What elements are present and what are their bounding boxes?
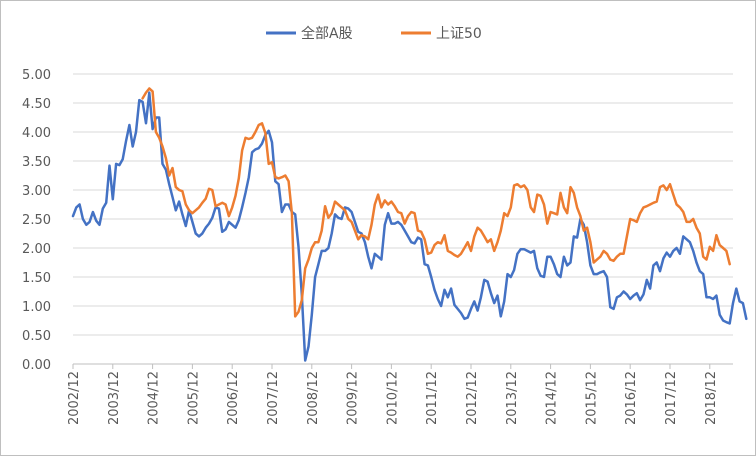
x-axis-tick-labels: 2002/12 2003/12 2004/12 2005/12 2006/12 2007/…: [67, 371, 719, 425]
x-tick-label: 2006/12: [226, 371, 241, 425]
y-tick-label: 1.00: [22, 300, 51, 315]
series-lines: [71, 87, 748, 362]
x-tick-label: 2008/12: [306, 371, 321, 425]
y-tick-label: 2.00: [22, 242, 51, 257]
y-tick-label: 3.00: [22, 184, 51, 199]
x-tick-label: 2003/12: [107, 371, 122, 425]
y-tick-label: 2.50: [22, 213, 51, 228]
y-tick-label: 5.00: [22, 68, 51, 83]
y-tick-label: 1.50: [22, 271, 51, 286]
x-tick-label: 2004/12: [147, 371, 162, 425]
series-line-2: [141, 87, 731, 318]
x-tick-label: 2018/12: [704, 371, 719, 425]
y-tick-label: 4.50: [22, 97, 51, 112]
series-line-1: [71, 91, 748, 362]
x-tick-label: 2009/12: [346, 371, 361, 425]
x-tick-label: 2014/12: [545, 371, 560, 425]
y-tick-label: 0.00: [22, 358, 51, 373]
x-tick-label: 2005/12: [186, 371, 201, 425]
x-tick-label: 2012/12: [465, 371, 480, 425]
y-tick-label: 4.00: [22, 126, 51, 141]
legend-label: 全部A股: [301, 25, 353, 42]
x-tick-label: 2007/12: [266, 371, 281, 425]
x-tick-label: 2011/12: [425, 371, 440, 425]
y-tick-label: 3.50: [22, 155, 51, 170]
x-tick-label: 2013/12: [505, 371, 520, 425]
legend: 全部A股 上证50: [266, 25, 482, 42]
y-axis-tick-labels: 0.00 0.50 1.00 1.50 2.00 2.50 3.00 3.50 4.00 4.50…: [22, 68, 51, 373]
x-tick-label: 2010/12: [385, 371, 400, 425]
x-tick-label: 2015/12: [584, 371, 599, 425]
x-tick-label: 2002/12: [67, 371, 82, 425]
x-tick-label: 2017/12: [664, 371, 679, 425]
legend-label: 上证50: [436, 26, 482, 42]
y-tick-label: 0.50: [22, 329, 51, 344]
x-tick-label: 2016/12: [624, 371, 639, 425]
